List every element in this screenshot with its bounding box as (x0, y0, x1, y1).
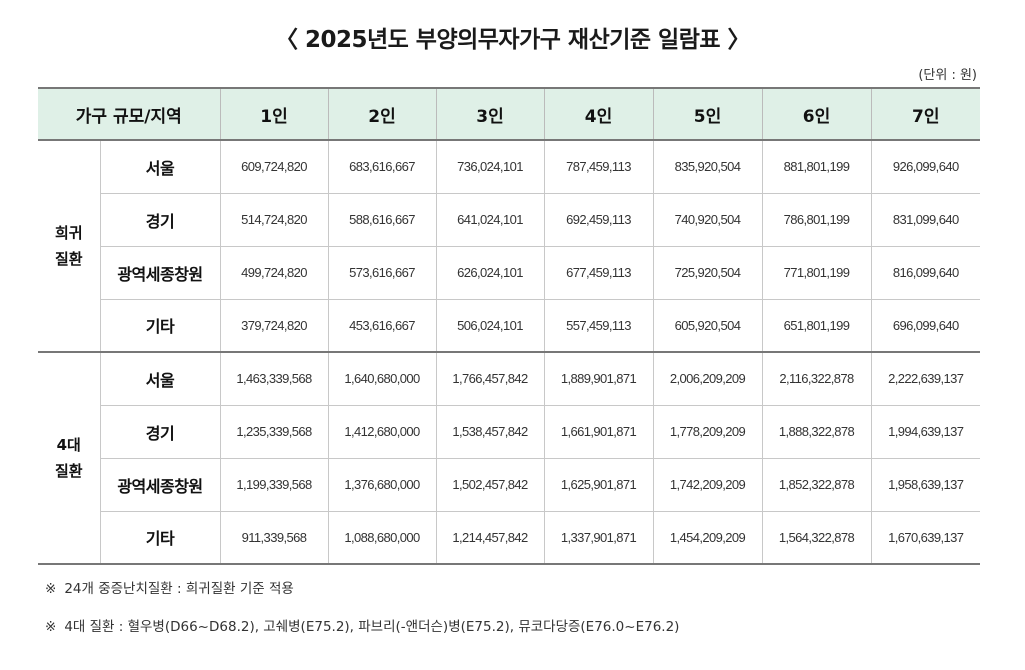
value-cell: 740,920,504 (652, 193, 762, 247)
value-cell: 1,199,339,568 (219, 458, 328, 512)
region-label: 경기 (99, 193, 220, 247)
value-cell: 1,670,639,137 (870, 511, 980, 565)
value-cell: 692,459,113 (543, 193, 653, 247)
header-col-7: 7인 (870, 87, 980, 141)
value-cell: 816,099,640 (870, 246, 980, 300)
value-cell: 1,852,322,878 (761, 458, 871, 512)
footnote-2-text: 4대 질환 : 혈우병(D66~D68.2), 고쉐병(E75.2), 파브리(… (64, 619, 680, 635)
value-cell: 651,801,199 (761, 299, 871, 353)
table-row: 경기 1,235,339,568 1,412,680,000 1,538,457,84… (38, 405, 980, 459)
group-label-line2: 질환 (54, 462, 83, 480)
value-cell: 506,024,101 (435, 299, 544, 353)
value-cell: 499,724,820 (219, 246, 328, 300)
group-label-line1: 희귀 (54, 224, 83, 242)
value-cell: 1,640,680,000 (327, 352, 436, 406)
value-cell: 1,742,209,209 (652, 458, 762, 512)
value-cell: 831,099,640 (870, 193, 980, 247)
value-cell: 1,625,901,871 (543, 458, 653, 512)
region-label: 서울 (99, 140, 220, 194)
value-cell: 1,235,339,568 (219, 405, 328, 459)
value-cell: 1,337,901,871 (543, 511, 653, 565)
value-cell: 926,099,640 (870, 140, 980, 194)
header-col-4: 4인 (543, 87, 653, 141)
value-cell: 1,463,339,568 (219, 352, 328, 406)
value-cell: 1,088,680,000 (327, 511, 436, 565)
value-cell: 609,724,820 (219, 140, 328, 194)
value-cell: 2,222,639,137 (870, 352, 980, 406)
footnote-2: ※ 4대 질환 : 혈우병(D66~D68.2), 고쉐병(E75.2), 파브리… (45, 615, 679, 635)
value-cell: 911,339,568 (219, 511, 328, 565)
table-row: 기타 379,724,820 453,616,667 506,024,101 557,4… (38, 299, 980, 353)
value-cell: 786,801,199 (761, 193, 871, 247)
footnote-1: ※ 24개 중증난치질환 : 희귀질환 기준 적용 (45, 577, 294, 597)
value-cell: 588,616,667 (327, 193, 436, 247)
value-cell: 1,958,639,137 (870, 458, 980, 512)
value-cell: 1,214,457,842 (435, 511, 544, 565)
value-cell: 683,616,667 (327, 140, 436, 194)
table-row: 광역세종창원 1,199,339,568 1,376,680,000 1,502,45… (38, 458, 980, 512)
value-cell: 626,024,101 (435, 246, 544, 300)
region-label: 광역세종창원 (99, 458, 220, 512)
value-cell: 696,099,640 (870, 299, 980, 353)
property-criteria-table: 가구 규모/지역 1인 2인 3인 4인 5인 6인 7인 희귀 질환 서울 609,… (38, 87, 980, 565)
value-cell: 453,616,667 (327, 299, 436, 353)
header-col-2: 2인 (327, 87, 436, 141)
header-col-5: 5인 (652, 87, 762, 141)
header-col-1: 1인 (219, 87, 328, 141)
value-cell: 2,116,322,878 (761, 352, 871, 406)
value-cell: 1,538,457,842 (435, 405, 544, 459)
value-cell: 677,459,113 (543, 246, 653, 300)
table-row: 광역세종창원 499,724,820 573,616,667 626,024,101 6… (38, 246, 980, 300)
region-label: 경기 (99, 405, 220, 459)
region-label: 기타 (99, 511, 220, 565)
region-label: 광역세종창원 (99, 246, 220, 300)
value-cell: 605,920,504 (652, 299, 762, 353)
note-mark: ※ (45, 619, 57, 635)
table-row: 기타 911,339,568 1,088,680,000 1,214,457,842 1… (38, 511, 980, 565)
value-cell: 1,778,209,209 (652, 405, 762, 459)
footnote-1-text: 24개 중증난치질환 : 희귀질환 기준 적용 (64, 581, 294, 597)
value-cell: 1,412,680,000 (327, 405, 436, 459)
value-cell: 1,564,322,878 (761, 511, 871, 565)
table-row: 경기 514,724,820 588,616,667 641,024,101 692,4… (38, 193, 980, 247)
group-label-line1: 4대 (56, 436, 81, 454)
unit-label: (단위 : 원) (918, 68, 977, 83)
value-cell: 1,889,901,871 (543, 352, 653, 406)
value-cell: 379,724,820 (219, 299, 328, 353)
value-cell: 1,766,457,842 (435, 352, 544, 406)
table-row: 4대 질환 서울 1,463,339,568 1,640,680,000 1,766,45… (38, 352, 980, 565)
header-household-region: 가구 규모/지역 (38, 87, 220, 141)
value-cell: 881,801,199 (761, 140, 871, 194)
header-row: 가구 규모/지역 1인 2인 3인 4인 5인 6인 7인 (38, 87, 980, 141)
region-label: 기타 (99, 299, 220, 353)
document-title: 〈 2025년도 부양의무자가구 재산기준 일람표 〉 (274, 27, 751, 53)
value-cell: 2,006,209,209 (652, 352, 762, 406)
value-cell: 1,454,209,209 (652, 511, 762, 565)
value-cell: 641,024,101 (435, 193, 544, 247)
value-cell: 557,459,113 (543, 299, 653, 353)
value-cell: 1,502,457,842 (435, 458, 544, 512)
value-cell: 771,801,199 (761, 246, 871, 300)
region-label: 서울 (99, 352, 220, 406)
header-col-6: 6인 (761, 87, 871, 141)
value-cell: 725,920,504 (652, 246, 762, 300)
table-row: 희귀 질환 서울 609,724,820 683,616,667 736,024,101 7… (38, 140, 980, 353)
value-cell: 736,024,101 (435, 140, 544, 194)
value-cell: 1,661,901,871 (543, 405, 653, 459)
value-cell: 787,459,113 (543, 140, 653, 194)
note-mark: ※ (45, 581, 57, 597)
value-cell: 1,994,639,137 (870, 405, 980, 459)
value-cell: 573,616,667 (327, 246, 436, 300)
group-label-line2: 질환 (54, 250, 83, 268)
value-cell: 514,724,820 (219, 193, 328, 247)
header-col-3: 3인 (435, 87, 544, 141)
value-cell: 835,920,504 (652, 140, 762, 194)
value-cell: 1,376,680,000 (327, 458, 436, 512)
value-cell: 1,888,322,878 (761, 405, 871, 459)
